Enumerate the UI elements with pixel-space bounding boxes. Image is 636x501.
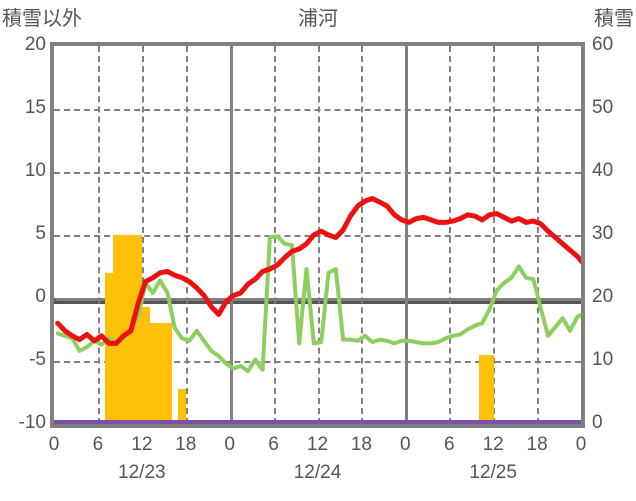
x-tick-12: 0 (575, 434, 587, 455)
left-tick-15: 15 (24, 97, 46, 118)
right-tick-10: 10 (592, 349, 614, 370)
left-tick--10: -10 (18, 412, 46, 433)
baseline-marker (54, 420, 581, 424)
left-tick-10: 10 (24, 160, 46, 181)
vgrid-12 (141, 46, 144, 424)
snowfall-bar (119, 235, 128, 424)
right-tick-0: 0 (592, 412, 603, 433)
snowfall-bar (105, 272, 114, 424)
left-tick--5: -5 (29, 349, 46, 370)
snowfall-bar (178, 389, 187, 424)
x-tick-4: 0 (224, 434, 235, 455)
right-tick-50: 50 (592, 97, 614, 118)
day-label-12-25: 12/25 (469, 462, 517, 483)
right-tick-60: 60 (592, 34, 614, 55)
vgrid-60 (493, 46, 496, 424)
x-tick-1: 6 (92, 434, 104, 455)
x-tick-7: 18 (350, 434, 372, 455)
x-tick-11: 18 (526, 434, 548, 455)
snowfall-bar (156, 323, 165, 424)
left-tick-0: 0 (35, 286, 46, 307)
left-tick-20: 20 (24, 34, 46, 55)
day-label-12-23: 12/23 (118, 462, 166, 483)
vgrid-48 (405, 46, 409, 424)
left-tick-5: 5 (35, 223, 46, 244)
snowfall-bar (478, 354, 487, 424)
chart-title: 浦河 (298, 8, 338, 30)
x-tick-10: 12 (482, 434, 504, 455)
x-tick-0: 0 (48, 434, 60, 455)
snowfall-bar (163, 323, 172, 424)
series-line-temperature (55, 196, 581, 346)
x-tick-9: 6 (443, 434, 455, 455)
x-tick-5: 6 (268, 434, 279, 455)
plot-area (50, 42, 585, 428)
x-tick-6: 12 (306, 434, 329, 455)
x-tick-8: 0 (400, 434, 411, 455)
vgrid-54 (449, 46, 452, 424)
snowfall-bar (141, 307, 150, 424)
snowfall-bar (112, 235, 121, 424)
left-axis-title: 積雪以外 (2, 8, 82, 30)
vgrid-18 (185, 46, 188, 424)
vgrid-24 (229, 46, 233, 424)
day-label-12-24: 12/24 (293, 462, 342, 483)
snowfall-bar (149, 323, 158, 424)
snowfall-bar (485, 354, 494, 424)
right-tick-40: 40 (592, 160, 614, 181)
vgrid-66 (537, 46, 540, 424)
x-tick-2: 12 (131, 434, 153, 455)
series-lines (55, 196, 581, 374)
right-axis-title: 積雪 (594, 8, 634, 30)
x-tick-3: 18 (175, 434, 197, 455)
vgrid-6 (97, 46, 100, 424)
plot-inner (54, 46, 581, 424)
vgrid-42 (361, 46, 364, 424)
snowfall-bar (134, 235, 143, 424)
right-tick-20: 20 (592, 286, 614, 307)
right-tick-30: 30 (592, 223, 614, 244)
